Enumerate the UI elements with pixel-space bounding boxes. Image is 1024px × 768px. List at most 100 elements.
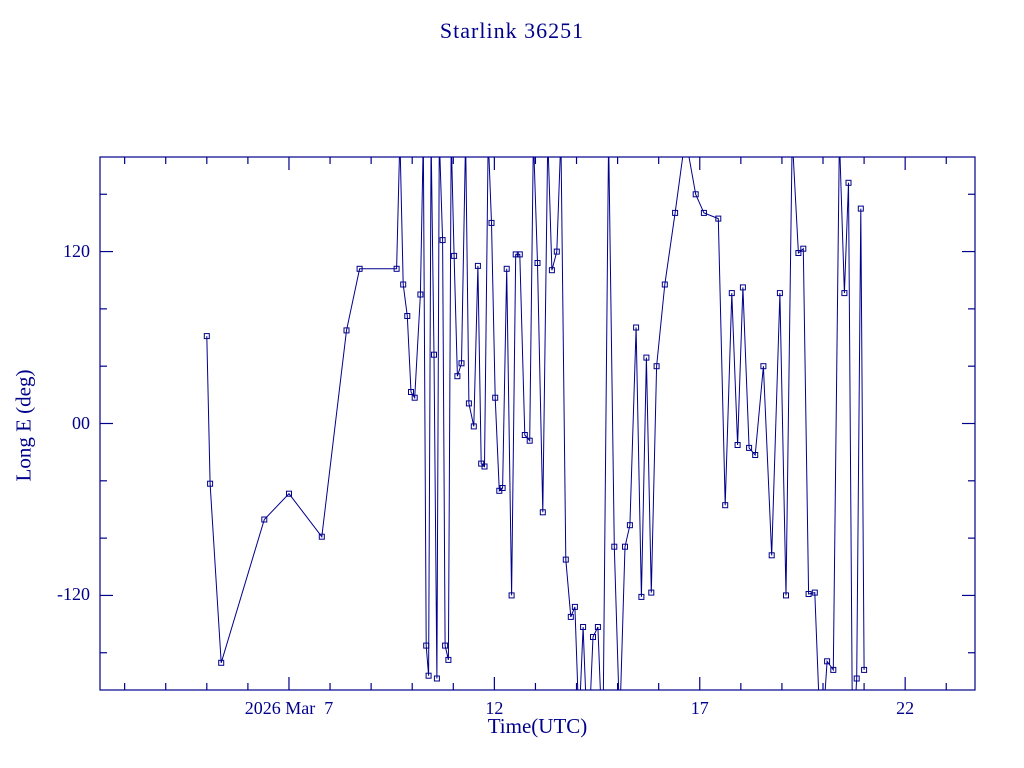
data-point-marker <box>558 134 563 139</box>
data-point-marker <box>534 260 541 266</box>
data-point-marker <box>481 463 488 470</box>
y-tick-label: -120 <box>57 584 90 605</box>
data-point-marker <box>638 593 645 600</box>
data-point-marker <box>845 179 852 186</box>
data-point-marker <box>857 205 864 212</box>
data-point-marker <box>622 543 628 550</box>
data-point-marker <box>571 603 578 610</box>
data-point-marker <box>841 290 848 297</box>
x-axis-label: Time(UTC) <box>487 714 588 738</box>
data-point-marker <box>760 363 767 370</box>
data-point-marker <box>486 134 491 139</box>
data-point-marker <box>451 252 458 259</box>
data-point-marker <box>425 672 432 679</box>
data-point-marker <box>261 516 268 523</box>
data-point-marker <box>819 751 824 756</box>
data-point-marker <box>539 509 546 516</box>
data-point-marker <box>356 265 363 272</box>
data-point-marker <box>811 589 818 596</box>
data-point-marker <box>850 751 855 756</box>
data-point-marker <box>474 262 481 269</box>
data-point-marker <box>861 666 868 673</box>
data-point-marker <box>286 490 292 497</box>
data-point-marker <box>567 613 574 620</box>
data-point-marker <box>611 543 618 550</box>
x-tick-label: 12 <box>485 698 504 718</box>
data-point-marker <box>548 267 555 274</box>
data-point-marker <box>853 675 860 682</box>
data-point-marker <box>431 351 437 358</box>
data-point-marker <box>437 134 442 139</box>
axis-box <box>99 156 976 691</box>
data-point-marker <box>633 324 640 331</box>
data-point-marker <box>516 251 523 258</box>
data-point-marker <box>776 290 783 297</box>
data-point-marker <box>590 634 596 640</box>
data-point-marker <box>445 656 452 663</box>
data-point-marker <box>439 237 446 244</box>
data-point-marker <box>499 485 506 491</box>
data-point-marker <box>433 675 440 682</box>
data-point-marker <box>580 624 587 630</box>
data-point-marker <box>454 373 461 380</box>
data-point-marker <box>553 248 560 255</box>
data-point-marker <box>577 722 582 727</box>
y-tick-label: 120 <box>63 240 90 261</box>
data-point-marker <box>746 444 753 451</box>
data-point-marker <box>617 722 622 727</box>
x-tick-label: 2026 Mar 7 <box>244 698 334 718</box>
data-point-marker <box>600 751 605 756</box>
data-point-marker <box>512 251 519 258</box>
data-point-marker <box>411 394 418 401</box>
data-point-marker <box>417 291 424 298</box>
data-point-marker <box>562 556 569 563</box>
y-tick-label: 00 <box>72 412 90 433</box>
data-point-marker <box>442 642 449 649</box>
data-point-marker <box>783 592 789 599</box>
data-point-marker <box>207 480 214 487</box>
data-point-marker <box>400 281 407 288</box>
data-line <box>206 157 865 690</box>
data-point-marker <box>626 522 633 529</box>
data-point-marker <box>594 624 601 630</box>
data-point-marker <box>692 191 699 198</box>
data-point-marker <box>661 281 668 288</box>
data-point-marker <box>521 432 528 438</box>
data-point-marker <box>800 245 807 252</box>
data-point-marker <box>722 502 729 509</box>
chart-title: Starlink 36251 <box>439 18 585 43</box>
data-point-marker <box>463 134 468 139</box>
data-point-marker <box>404 313 411 319</box>
data-point-marker <box>449 134 454 139</box>
data-point-marker <box>488 219 495 226</box>
data-point-marker <box>805 591 812 597</box>
data-point-marker <box>318 533 325 540</box>
data-point-marker <box>734 442 741 448</box>
x-tick-label: 17 <box>690 698 709 718</box>
data-point-marker <box>715 215 722 222</box>
data-point-marker <box>739 284 746 291</box>
data-point-marker <box>700 209 707 216</box>
data-point-marker <box>824 658 831 665</box>
data-point-marker <box>586 751 591 756</box>
data-point-marker <box>795 250 802 256</box>
data-series <box>203 134 868 756</box>
data-point-marker <box>429 134 434 139</box>
data-point-marker <box>683 134 688 139</box>
data-point-marker <box>397 134 402 139</box>
data-point-marker <box>508 592 515 599</box>
data-point-marker <box>830 666 837 673</box>
data-point-marker <box>606 134 611 139</box>
data-point-marker <box>203 333 210 340</box>
data-point-marker <box>458 360 465 367</box>
data-point-marker <box>653 363 660 370</box>
data-point-marker <box>393 265 400 272</box>
data-point-marker <box>421 134 426 139</box>
data-point-marker <box>408 389 414 395</box>
data-point-marker <box>790 134 795 139</box>
data-point-marker <box>672 209 679 216</box>
data-point-marker <box>643 354 650 361</box>
data-point-marker <box>526 437 533 444</box>
